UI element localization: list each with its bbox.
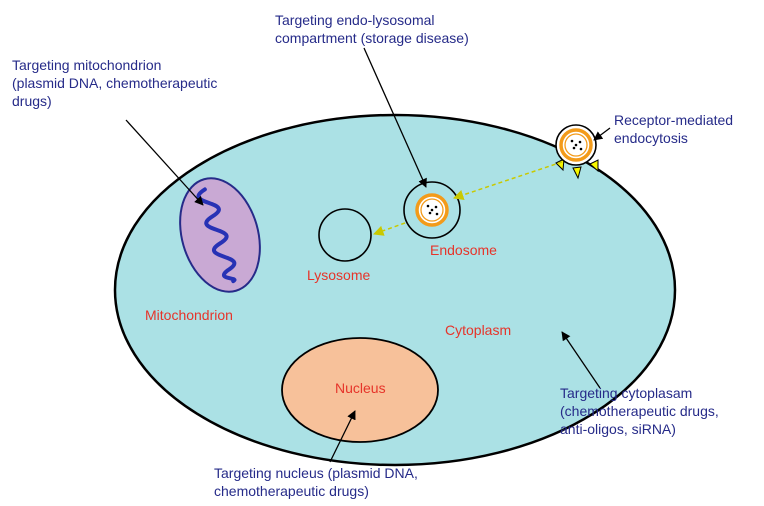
organelle-label-lysosome: Lysosome bbox=[307, 267, 371, 283]
organelle-label-cytoplasm: Cytoplasm bbox=[445, 322, 511, 338]
label-endolyso: Targeting endo-lysosomal compartment (st… bbox=[275, 12, 469, 46]
organelle-label-nucleus: Nucleus bbox=[335, 380, 386, 396]
label-nucleus-target: Targeting nucleus (plasmid DNA, chemothe… bbox=[214, 465, 422, 499]
leader-receptor bbox=[594, 128, 610, 140]
organelle-label-mito: Mitochondrion bbox=[145, 307, 233, 323]
label-receptor: Receptor-mediated endocytosis bbox=[614, 112, 737, 146]
organelle-label-endosome: Endosome bbox=[430, 242, 497, 258]
lysosome bbox=[319, 209, 371, 261]
cell-diagram: Targeting endo-lysosomal compartment (st… bbox=[0, 0, 764, 506]
label-cytoplasm-target: Targeting cytoplasam (chemotherapeutic d… bbox=[560, 385, 723, 437]
endosome bbox=[404, 182, 460, 238]
label-mito-target: Targeting mitochondrion (plasmid DNA, ch… bbox=[12, 57, 221, 109]
